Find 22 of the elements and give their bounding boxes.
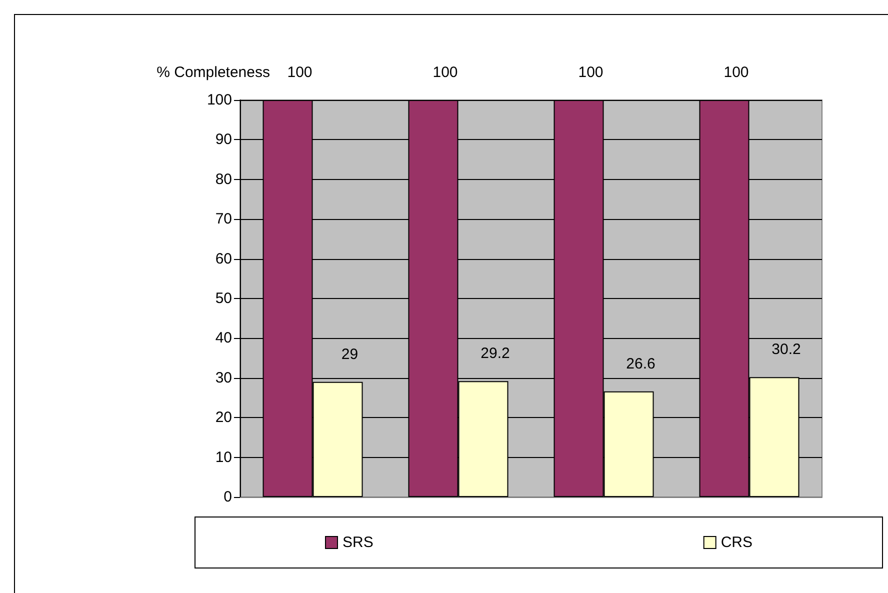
data-label: 100 bbox=[724, 64, 749, 81]
y-tick-label: 30 bbox=[215, 369, 232, 386]
y-tick-label: 70 bbox=[215, 210, 232, 228]
data-label: 29 bbox=[341, 346, 358, 363]
data-label: 100 bbox=[287, 64, 312, 81]
y-tick-label: 100 bbox=[206, 92, 232, 108]
data-label: 29.2 bbox=[480, 345, 510, 362]
data-label: 100 bbox=[432, 64, 458, 81]
data-label: 30.2 bbox=[772, 341, 801, 358]
y-tick-label: 20 bbox=[215, 409, 232, 426]
y-axis-title: % Completeness bbox=[156, 64, 270, 81]
y-tick-label: 0 bbox=[224, 488, 232, 506]
legend-label: CRS bbox=[720, 534, 753, 551]
y-tick-label: 80 bbox=[215, 170, 232, 188]
legend-label: SRS bbox=[342, 534, 374, 551]
y-tick-label: 90 bbox=[215, 131, 232, 148]
y-tick-label: 40 bbox=[215, 330, 232, 347]
y-tick-label: 50 bbox=[215, 290, 232, 307]
data-label: 100 bbox=[578, 64, 604, 81]
y-tick-label: 60 bbox=[215, 250, 232, 268]
y-tick-label: 10 bbox=[215, 448, 232, 466]
data-label: 26.6 bbox=[626, 355, 656, 372]
